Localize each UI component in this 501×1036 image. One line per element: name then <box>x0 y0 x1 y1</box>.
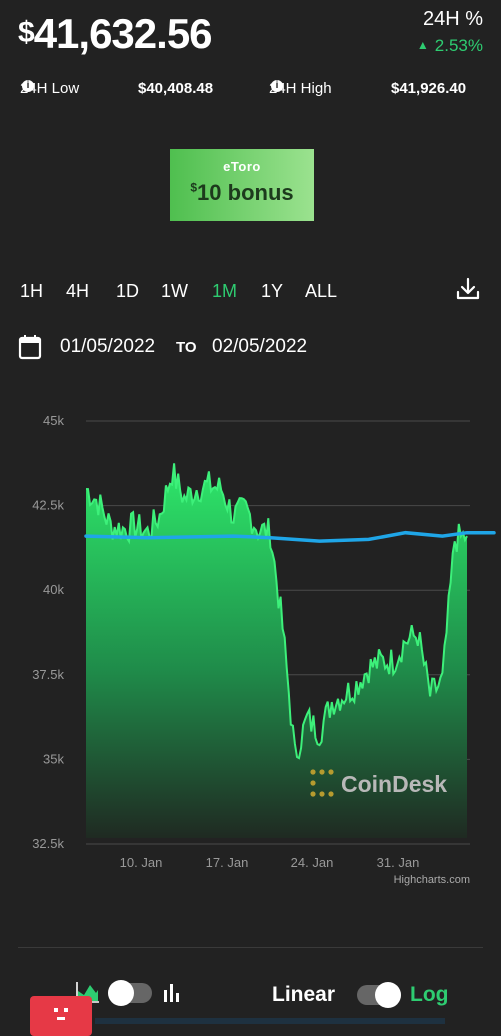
current-price: $41,632.56 <box>18 10 213 58</box>
bonus-text: $10 bonus <box>190 180 294 205</box>
y-axis-tick-label: 37.5k <box>32 667 64 682</box>
average-line <box>84 530 496 543</box>
calendar-icon[interactable] <box>18 334 42 360</box>
toggle-knob <box>375 982 401 1008</box>
log-label[interactable]: Log <box>410 983 449 1006</box>
x-axis-tick-label: 24. Jan <box>291 855 334 870</box>
price-value: 41,632.56 <box>33 10 213 57</box>
range-all-button[interactable]: ALL <box>305 281 338 301</box>
range-1m-button[interactable]: 1M <box>212 281 238 301</box>
bottom-bar <box>95 1018 445 1024</box>
coindesk-logo-icon <box>310 769 334 797</box>
range-1d-button[interactable]: 1D <box>116 281 140 301</box>
up-arrow-icon: ▲ <box>416 38 429 52</box>
price-chart[interactable]: 45k 42.5k 40k 37.5k 35k 32.5k CoinDesk 10. Ja… <box>0 400 501 900</box>
stats-row: 24H Low i $40,408.48 24H High i $41,926.40 <box>20 80 467 97</box>
chart-type-toggle[interactable] <box>108 980 152 1006</box>
face-icon <box>54 1008 68 1020</box>
y-axis-tick-label: 45k <box>43 413 64 428</box>
watermark-text: CoinDesk <box>341 771 447 797</box>
x-axis-tick-label: 17. Jan <box>206 855 249 870</box>
x-axis-tick-label: 10. Jan <box>120 855 163 870</box>
range-1h-button[interactable]: 1H <box>20 281 44 301</box>
range-1w-button[interactable]: 1W <box>161 281 188 301</box>
date-range: 01/05/2022 TO 02/05/2022 <box>18 334 328 362</box>
y-axis-tick-label: 40k <box>43 582 64 597</box>
chart-controls: Linear Log <box>0 975 501 1024</box>
info-icon[interactable]: i <box>271 80 283 92</box>
chart-credit[interactable]: Highcharts.com <box>394 874 470 886</box>
y-axis-tick-label: 32.5k <box>32 836 64 851</box>
y-axis-tick-label: 35k <box>43 751 64 766</box>
change-label: 24H % <box>422 8 483 30</box>
etoro-logo: eToro <box>223 159 261 174</box>
info-icon[interactable]: i <box>22 80 34 92</box>
date-to-input[interactable]: 02/05/2022 <box>212 336 308 357</box>
date-to-label: TO <box>176 339 197 356</box>
y-axis-tick-label: 42.5k <box>32 498 64 513</box>
download-icon[interactable] <box>455 276 481 302</box>
date-from-input[interactable]: 01/05/2022 <box>60 336 156 357</box>
price-area <box>86 463 467 838</box>
range-1y-button[interactable]: 1Y <box>261 281 284 301</box>
high-value: $41,926.40 <box>391 80 467 97</box>
toggle-knob <box>108 980 134 1006</box>
scale-toggle[interactable] <box>357 982 401 1008</box>
x-axis-tick-label: 31. Jan <box>377 855 420 870</box>
etoro-ad-banner[interactable]: eToro $10 bonus <box>170 149 314 221</box>
linear-label[interactable]: Linear <box>272 983 336 1006</box>
divider <box>18 947 483 948</box>
change-percent: 2.53% <box>434 36 483 55</box>
change-value: ▲ 2.53% <box>417 36 483 56</box>
low-value: $40,408.48 <box>138 80 214 97</box>
range-4h-button[interactable]: 4H <box>66 281 90 301</box>
coindesk-watermark: CoinDesk <box>310 769 447 797</box>
bar-chart-icon[interactable] <box>162 981 182 1003</box>
red-floating-button[interactable] <box>30 996 92 1036</box>
currency-symbol: $ <box>18 16 35 49</box>
